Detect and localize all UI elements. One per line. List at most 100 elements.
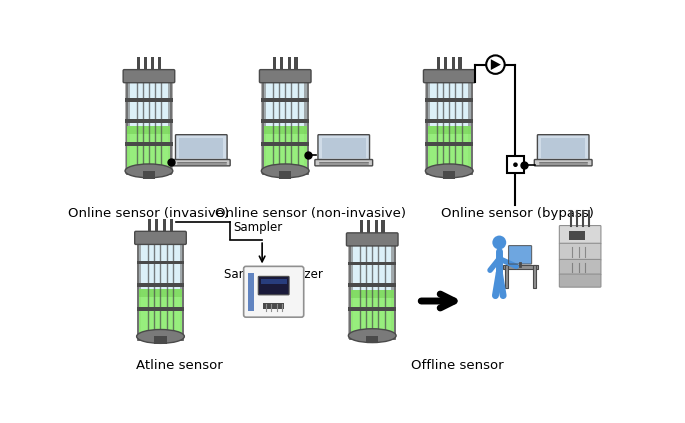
Bar bbox=[541, 138, 585, 158]
Bar bbox=[179, 243, 184, 340]
Bar bbox=[427, 126, 471, 134]
FancyBboxPatch shape bbox=[538, 135, 589, 161]
Bar bbox=[127, 126, 171, 173]
Text: Atline sensor: Atline sensor bbox=[136, 359, 223, 372]
Bar bbox=[367, 220, 370, 234]
Bar bbox=[125, 143, 173, 146]
Bar bbox=[503, 265, 538, 269]
FancyBboxPatch shape bbox=[560, 274, 601, 287]
FancyBboxPatch shape bbox=[173, 159, 230, 166]
Bar bbox=[273, 57, 276, 71]
Bar bbox=[125, 119, 173, 123]
Bar bbox=[139, 289, 182, 297]
Bar bbox=[458, 57, 462, 71]
Bar bbox=[264, 126, 307, 173]
Bar bbox=[351, 290, 394, 298]
FancyBboxPatch shape bbox=[534, 159, 592, 166]
FancyBboxPatch shape bbox=[508, 246, 532, 264]
Bar bbox=[349, 261, 396, 266]
Bar bbox=[382, 220, 384, 234]
Text: Offline sensor: Offline sensor bbox=[410, 359, 503, 372]
Bar bbox=[569, 231, 585, 240]
Bar bbox=[366, 336, 378, 343]
Bar bbox=[263, 82, 308, 174]
Ellipse shape bbox=[349, 329, 396, 343]
Bar bbox=[451, 57, 455, 71]
Bar bbox=[144, 57, 147, 71]
Bar bbox=[125, 98, 173, 102]
Bar bbox=[349, 245, 353, 339]
Bar bbox=[262, 98, 309, 102]
Bar bbox=[262, 143, 309, 146]
Bar bbox=[375, 220, 377, 234]
Bar bbox=[351, 290, 394, 337]
Circle shape bbox=[486, 55, 505, 74]
Bar bbox=[360, 220, 363, 234]
Bar bbox=[248, 272, 254, 311]
Ellipse shape bbox=[136, 330, 184, 343]
FancyBboxPatch shape bbox=[315, 159, 373, 166]
Bar bbox=[155, 219, 158, 233]
Bar bbox=[280, 57, 283, 71]
Circle shape bbox=[513, 162, 518, 167]
Bar bbox=[169, 82, 173, 174]
Ellipse shape bbox=[125, 164, 173, 178]
Bar bbox=[427, 82, 471, 174]
Circle shape bbox=[493, 236, 506, 250]
Bar bbox=[125, 82, 129, 174]
Bar bbox=[260, 279, 287, 284]
Bar bbox=[425, 98, 473, 102]
Bar bbox=[392, 245, 396, 339]
Bar bbox=[349, 307, 396, 310]
Bar bbox=[533, 265, 536, 288]
Bar bbox=[136, 57, 140, 71]
FancyBboxPatch shape bbox=[135, 231, 186, 244]
Bar bbox=[295, 57, 297, 71]
Bar bbox=[138, 243, 183, 340]
Bar bbox=[444, 57, 447, 71]
Bar bbox=[151, 57, 154, 71]
FancyBboxPatch shape bbox=[260, 70, 311, 83]
Bar bbox=[349, 283, 396, 287]
FancyBboxPatch shape bbox=[258, 276, 289, 295]
Bar bbox=[425, 143, 473, 146]
Bar bbox=[437, 57, 440, 71]
Bar bbox=[443, 171, 456, 179]
Bar bbox=[505, 265, 508, 288]
Text: Online sensor (non-invasive): Online sensor (non-invasive) bbox=[215, 207, 406, 220]
Bar bbox=[425, 82, 430, 174]
Bar bbox=[304, 82, 309, 174]
FancyBboxPatch shape bbox=[560, 225, 601, 244]
Bar bbox=[136, 283, 184, 286]
Bar bbox=[263, 303, 284, 309]
Text: Sampler: Sampler bbox=[234, 221, 283, 234]
Bar bbox=[142, 171, 155, 179]
Bar bbox=[139, 289, 182, 338]
Bar bbox=[158, 57, 161, 71]
Bar bbox=[279, 171, 291, 179]
FancyBboxPatch shape bbox=[423, 70, 475, 83]
Bar bbox=[170, 219, 173, 233]
Bar bbox=[507, 156, 524, 173]
Bar bbox=[127, 126, 171, 134]
Bar bbox=[136, 307, 184, 310]
Text: Online sensor (invasive): Online sensor (invasive) bbox=[68, 207, 229, 220]
FancyBboxPatch shape bbox=[123, 70, 175, 83]
Bar bbox=[179, 138, 223, 158]
FancyBboxPatch shape bbox=[347, 233, 398, 246]
Bar bbox=[469, 82, 473, 174]
Bar bbox=[148, 219, 151, 233]
Bar bbox=[264, 126, 307, 134]
FancyBboxPatch shape bbox=[560, 243, 601, 260]
Bar bbox=[136, 261, 184, 264]
Ellipse shape bbox=[262, 164, 309, 178]
Bar bbox=[154, 336, 166, 344]
Bar bbox=[427, 126, 471, 173]
Bar bbox=[262, 82, 266, 174]
Bar bbox=[136, 243, 141, 340]
Bar bbox=[262, 119, 309, 123]
Bar bbox=[288, 57, 290, 71]
FancyBboxPatch shape bbox=[560, 259, 601, 275]
Bar bbox=[163, 219, 166, 233]
FancyBboxPatch shape bbox=[244, 266, 303, 317]
